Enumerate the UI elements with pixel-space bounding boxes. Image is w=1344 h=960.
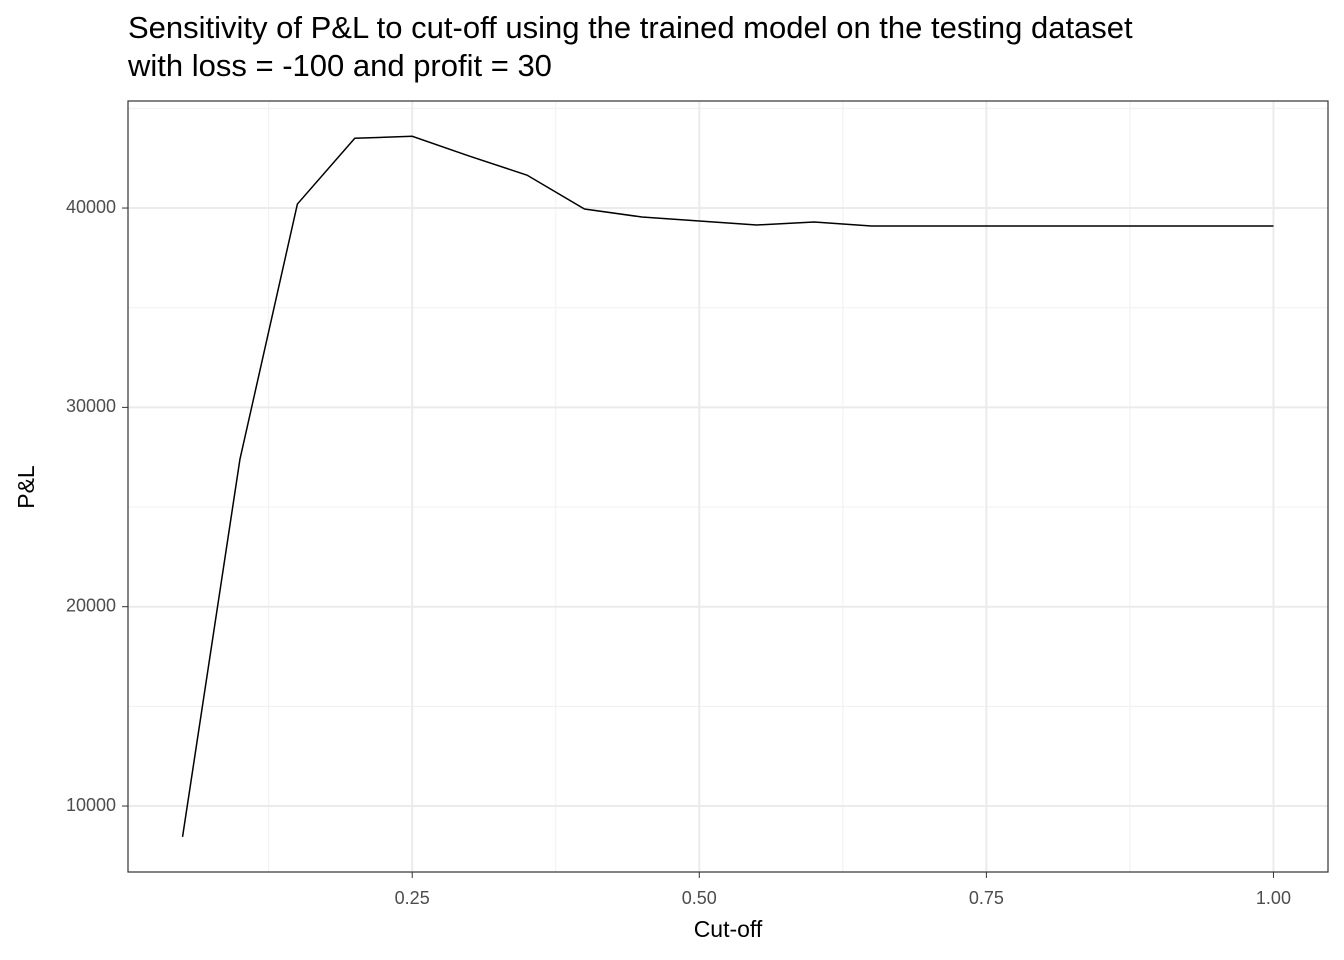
panel-border [127,100,1329,873]
y-axis-title: P&L [13,465,39,509]
line [181,135,1274,838]
chart-title: Sensitivity of P&L to cut-off using the … [128,10,1133,45]
x-tick-label: 0.25 [395,888,430,908]
y-tick-label: 30000 [66,396,116,416]
y-tick-label: 10000 [66,795,116,815]
x-tick-label: 0.75 [969,888,1004,908]
y-tick-label: 40000 [66,197,116,217]
chart-title: with loss = -100 and profit = 30 [127,48,552,83]
x-tick-label: 0.50 [682,888,717,908]
x-tick-label: 1.00 [1256,888,1291,908]
x-axis-title: Cut-off [694,916,763,942]
y-tick-label: 20000 [66,595,116,615]
